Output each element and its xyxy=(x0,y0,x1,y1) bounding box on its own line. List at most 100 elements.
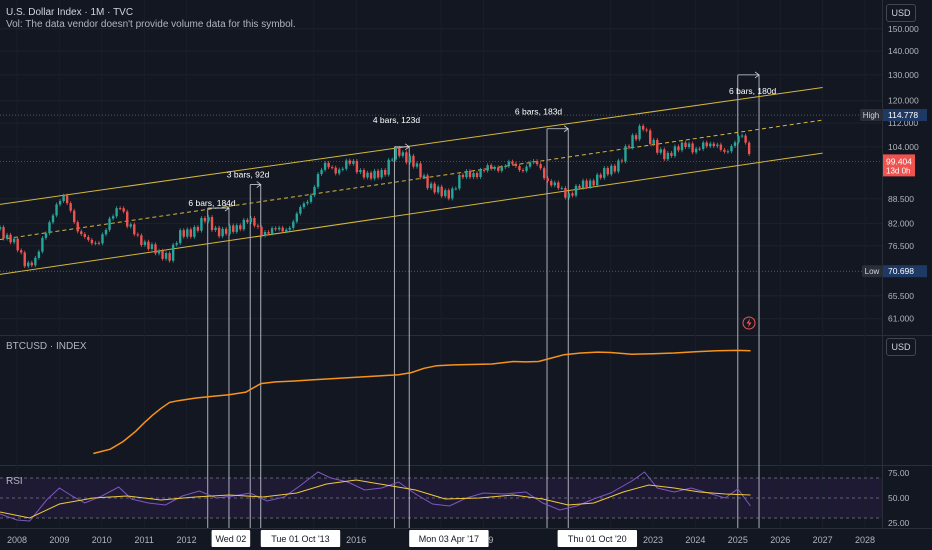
price-axis[interactable]: 150.000 140.000 130.000 120.000 112.000 104.0… xyxy=(888,24,919,324)
candle-body xyxy=(581,180,585,188)
candle-body xyxy=(444,190,447,197)
candle-body xyxy=(408,155,412,163)
candle-body xyxy=(210,217,214,231)
btc-series-line xyxy=(93,349,751,455)
candle-body xyxy=(588,180,592,188)
candle-body xyxy=(147,241,150,249)
volume-note: Vol: The data vendor doesn't provide vol… xyxy=(6,19,296,30)
candle-body xyxy=(472,173,475,178)
candle-body xyxy=(585,180,588,188)
candles xyxy=(0,123,751,269)
candle-body xyxy=(171,244,175,261)
candle-body xyxy=(557,182,560,189)
candle-body xyxy=(41,237,44,252)
candle-body xyxy=(733,142,737,147)
candle-body xyxy=(723,149,726,152)
rsi-tick-label: 50.00 xyxy=(888,493,910,503)
measure-annotation: 3 bars, 92d xyxy=(227,170,270,180)
channel-upper-line xyxy=(0,87,823,205)
candle-body xyxy=(677,146,680,151)
date-marker-label: Mon 03 Apr '17 xyxy=(419,534,479,544)
candle-body xyxy=(451,188,454,199)
currency-button-main[interactable]: USD xyxy=(886,4,916,22)
candle-body xyxy=(634,135,638,140)
time-tick-label: 2024 xyxy=(685,535,705,545)
candle-body xyxy=(27,262,30,267)
candle-body xyxy=(648,130,652,144)
candle-body xyxy=(610,165,613,175)
candle-body xyxy=(468,170,472,178)
candle-body xyxy=(500,167,503,171)
candle-body xyxy=(267,231,270,234)
candle-body xyxy=(58,201,62,205)
current-price-bg xyxy=(883,154,915,177)
candle-body xyxy=(405,152,408,163)
candle-body xyxy=(16,238,19,251)
rsi-axis[interactable]: 75.00 50.00 25.00 xyxy=(888,468,910,528)
low-tag xyxy=(862,265,882,278)
candle-body xyxy=(440,186,443,197)
high-label: High xyxy=(863,111,879,120)
channel xyxy=(0,87,823,275)
candle-body xyxy=(514,163,518,166)
candle-body xyxy=(359,170,362,173)
candle-body xyxy=(37,251,41,258)
time-tick-label: 2011 xyxy=(134,535,153,545)
price-tick-label: 112.000 xyxy=(888,118,918,128)
candle-body xyxy=(5,234,9,239)
candle-body xyxy=(44,233,48,238)
candle-body xyxy=(433,183,436,193)
candle-body xyxy=(687,143,691,148)
date-marker-label: Wed 02 xyxy=(215,534,246,544)
currency-button-btc[interactable]: USD xyxy=(886,338,916,356)
candle-body xyxy=(168,253,171,261)
rsi-ma-line xyxy=(0,479,751,519)
candle-body xyxy=(129,224,132,227)
candle-body xyxy=(666,152,670,160)
time-tick-label: 2025 xyxy=(728,535,748,545)
candle-body xyxy=(631,135,634,148)
price-tick-label: 130.000 xyxy=(888,70,919,80)
candle-body xyxy=(345,160,348,169)
candle-body xyxy=(458,174,461,189)
candle-body xyxy=(217,227,221,237)
measure-arrow-head xyxy=(224,204,230,212)
candle-body xyxy=(497,167,500,171)
candle-body xyxy=(256,225,260,227)
price-tick-label: 104.000 xyxy=(888,142,919,152)
measure-annotation: 4 bars, 123d xyxy=(373,115,421,125)
measure-annotation: 6 bars, 184d xyxy=(188,198,236,208)
symbol-title: U.S. Dollar Index · 1M · TVC xyxy=(6,7,134,18)
candle-body xyxy=(535,160,539,165)
candle-body xyxy=(295,213,299,222)
date-marker-bg xyxy=(211,530,251,547)
candle-body xyxy=(567,193,571,198)
current-price-value: 99.404 xyxy=(886,156,912,166)
candle-body xyxy=(691,143,694,153)
candle-body xyxy=(316,174,320,187)
candle-body xyxy=(709,143,712,147)
candle-body xyxy=(249,218,253,223)
candle-body xyxy=(348,160,352,164)
candle-body xyxy=(546,178,549,182)
flash-icon[interactable] xyxy=(742,316,756,330)
candle-body xyxy=(235,225,238,232)
candle-body xyxy=(263,231,267,236)
candle-body xyxy=(157,250,161,254)
candle-body xyxy=(550,181,553,186)
date-marker-bg xyxy=(409,530,489,547)
candle-body xyxy=(73,210,76,223)
candle-body xyxy=(504,166,507,168)
candle-body xyxy=(461,174,465,178)
candle-body xyxy=(281,227,284,232)
candle-body xyxy=(189,229,193,237)
candle-body xyxy=(9,234,12,243)
date-marker-labels: Wed 02 Tue 01 Oct '13 Mon 03 Apr '17 Thu 01… xyxy=(211,530,638,547)
candle-body xyxy=(429,183,433,189)
candle-body xyxy=(415,163,419,167)
candle-body xyxy=(302,203,306,208)
date-marker-bg xyxy=(557,530,638,547)
price-tick-label: 88.500 xyxy=(888,194,914,204)
candle-body xyxy=(539,164,542,169)
